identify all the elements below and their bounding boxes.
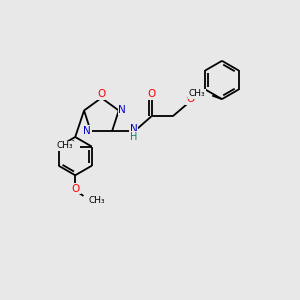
Text: N: N bbox=[118, 105, 126, 115]
Text: O: O bbox=[97, 89, 106, 99]
Text: CH₃: CH₃ bbox=[88, 196, 105, 205]
Text: O: O bbox=[186, 94, 194, 104]
Text: N: N bbox=[83, 126, 91, 136]
Text: CH₃: CH₃ bbox=[189, 89, 205, 98]
Text: N: N bbox=[130, 124, 137, 134]
Text: O: O bbox=[72, 184, 80, 194]
Text: CH₃: CH₃ bbox=[57, 142, 74, 151]
Text: H: H bbox=[130, 132, 137, 142]
Text: O: O bbox=[147, 89, 155, 99]
